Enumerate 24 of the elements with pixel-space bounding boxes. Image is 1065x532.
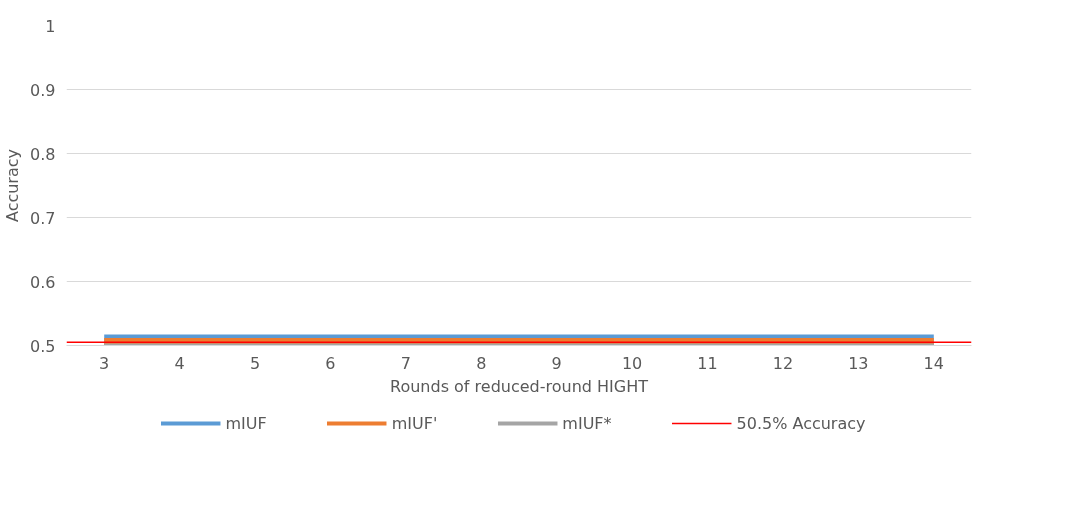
y-tick-label: 0.8 <box>30 144 56 164</box>
y-tick-label: 0.7 <box>30 208 56 228</box>
y-tick-label: 1 <box>45 16 56 36</box>
x-tick-label: 13 <box>848 353 869 373</box>
x-tick-label: 5 <box>249 353 261 373</box>
legend-label: mIUF' <box>391 413 438 433</box>
x-tick-label: 4 <box>174 353 185 373</box>
y-tick-label: 0.5 <box>30 336 56 356</box>
x-tick-label: 11 <box>697 353 718 373</box>
y-axis-title: Accuracy <box>3 148 23 223</box>
legend-label: mIUF* <box>562 413 612 433</box>
x-tick-label: 10 <box>621 353 643 373</box>
y-tick-label: 0.9 <box>30 80 56 100</box>
x-tick-label: 12 <box>772 353 794 373</box>
legend-label: 50.5% Accuracy <box>736 413 866 433</box>
x-tick-label: 7 <box>400 353 411 373</box>
x-tick-label: 8 <box>476 353 487 373</box>
x-tick-label: 6 <box>325 353 336 373</box>
x-tick-label: 3 <box>99 353 110 373</box>
x-axis-title: Rounds of reduced-round HIGHT <box>390 376 649 396</box>
legend-label: mIUF <box>225 413 267 433</box>
y-tick-label: 0.6 <box>30 272 56 292</box>
x-tick-label: 9 <box>551 353 562 373</box>
x-tick-label: 14 <box>923 353 944 373</box>
